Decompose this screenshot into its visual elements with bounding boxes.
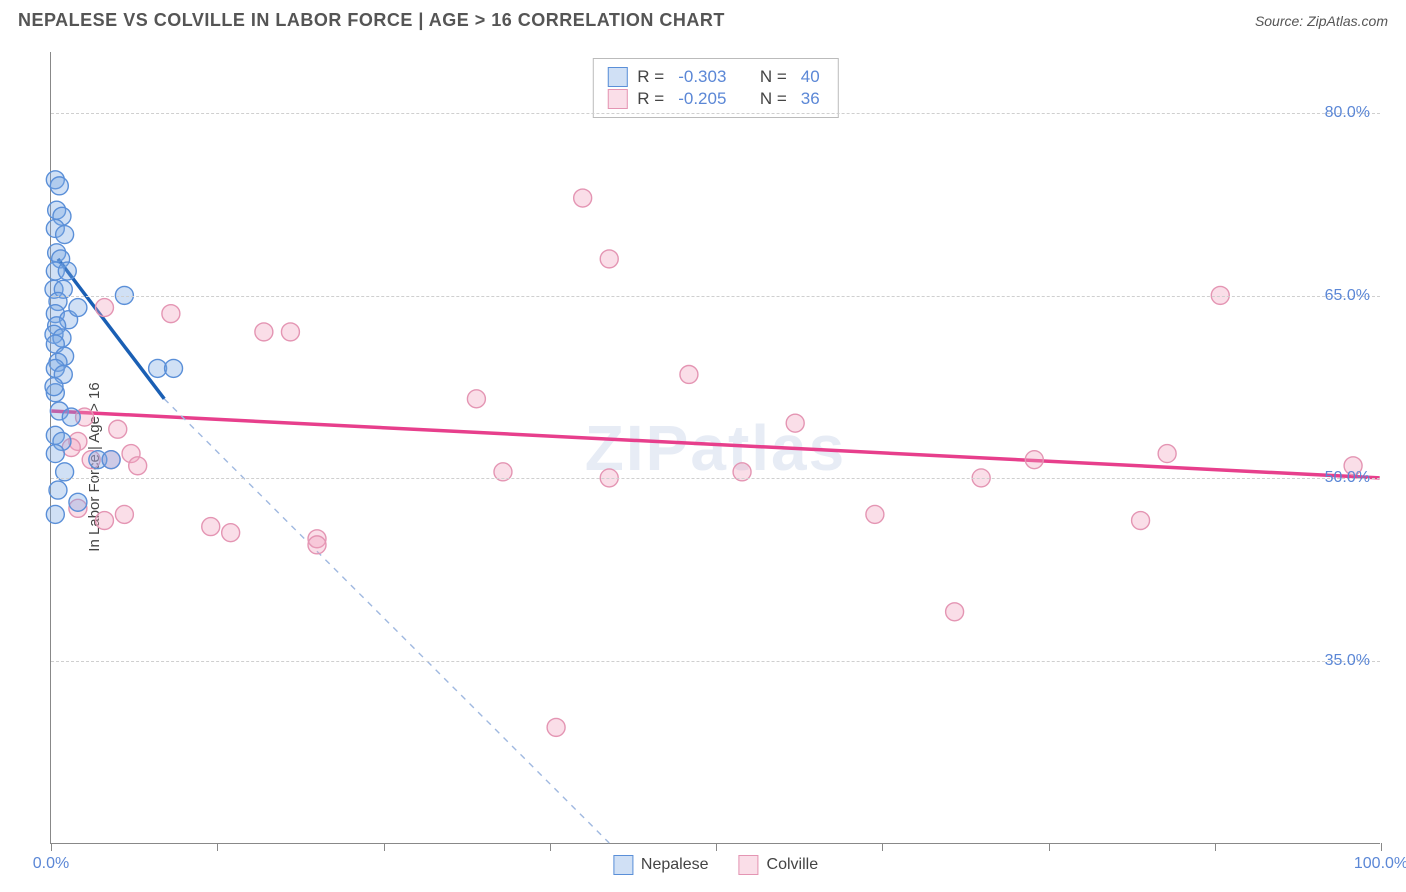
source-prefix: Source: xyxy=(1255,13,1307,29)
legend-r-label: R = xyxy=(637,67,664,87)
gridline-h xyxy=(51,661,1380,662)
plot-area: ZIPatlas R = -0.303 N = 40 R = -0.205 N … xyxy=(50,52,1380,844)
data-point xyxy=(62,408,80,426)
data-point xyxy=(56,226,74,244)
chart-title: NEPALESE VS COLVILLE IN LABOR FORCE | AG… xyxy=(18,10,725,31)
data-point xyxy=(58,262,76,280)
data-point xyxy=(115,505,133,523)
source-link[interactable]: ZipAtlas.com xyxy=(1307,13,1388,29)
data-point xyxy=(680,365,698,383)
data-point xyxy=(1132,512,1150,530)
x-tick xyxy=(882,843,883,851)
trendline-colville xyxy=(51,411,1379,478)
data-point xyxy=(946,603,964,621)
data-point xyxy=(255,323,273,341)
data-point xyxy=(95,512,113,530)
legend-correlation: R = -0.303 N = 40 R = -0.205 N = 36 xyxy=(592,58,838,118)
plot-svg xyxy=(51,52,1380,843)
legend-series-label: Colville xyxy=(767,856,819,874)
x-tick xyxy=(217,843,218,851)
legend-n-label: N = xyxy=(760,67,787,87)
legend-series: Nepalese Colville xyxy=(613,855,818,875)
x-tick xyxy=(384,843,385,851)
data-point xyxy=(281,323,299,341)
source-attr: Source: ZipAtlas.com xyxy=(1255,13,1388,29)
legend-top-row: R = -0.303 N = 40 xyxy=(607,67,823,87)
data-point xyxy=(1025,451,1043,469)
data-point xyxy=(102,451,120,469)
x-tick xyxy=(1215,843,1216,851)
gridline-h xyxy=(51,296,1380,297)
x-tick-label: 0.0% xyxy=(33,855,69,873)
data-point xyxy=(547,718,565,736)
data-point xyxy=(46,445,64,463)
y-tick-label: 80.0% xyxy=(1325,104,1370,122)
gridline-h xyxy=(51,113,1380,114)
legend-swatch xyxy=(613,855,633,875)
legend-r-value: -0.205 xyxy=(678,89,726,109)
x-tick xyxy=(51,843,52,851)
legend-bottom-item: Nepalese xyxy=(613,855,709,875)
data-point xyxy=(467,390,485,408)
data-point xyxy=(222,524,240,542)
trendline-nepalese xyxy=(58,259,164,399)
legend-swatch xyxy=(607,67,627,87)
chart-container: In Labor Force | Age > 16 ZIPatlas R = -… xyxy=(8,48,1398,886)
x-tick xyxy=(550,843,551,851)
x-tick-label: 100.0% xyxy=(1354,855,1406,873)
data-point xyxy=(129,457,147,475)
data-point xyxy=(162,305,180,323)
x-tick xyxy=(716,843,717,851)
data-point xyxy=(49,481,67,499)
legend-top-row: R = -0.205 N = 36 xyxy=(607,89,823,109)
data-point xyxy=(165,359,183,377)
data-point xyxy=(202,518,220,536)
data-point xyxy=(308,536,326,554)
data-point xyxy=(45,378,63,396)
gridline-h xyxy=(51,478,1380,479)
legend-bottom-item: Colville xyxy=(739,855,819,875)
data-point xyxy=(50,177,68,195)
y-tick-label: 65.0% xyxy=(1325,287,1370,305)
legend-n-value: 40 xyxy=(801,67,820,87)
legend-r-label: R = xyxy=(637,89,664,109)
data-point xyxy=(109,420,127,438)
data-point xyxy=(69,299,87,317)
x-tick xyxy=(1381,843,1382,851)
data-point xyxy=(69,493,87,511)
data-point xyxy=(574,189,592,207)
y-tick-label: 50.0% xyxy=(1325,469,1370,487)
legend-n-value: 36 xyxy=(801,89,820,109)
data-point xyxy=(866,505,884,523)
legend-series-label: Nepalese xyxy=(641,856,709,874)
legend-swatch xyxy=(607,89,627,109)
data-point xyxy=(95,299,113,317)
legend-swatch xyxy=(739,855,759,875)
trendline-nepalese-extension xyxy=(164,399,609,843)
data-point xyxy=(46,505,64,523)
data-point xyxy=(786,414,804,432)
y-tick-label: 35.0% xyxy=(1325,652,1370,670)
legend-r-value: -0.303 xyxy=(678,67,726,87)
data-point xyxy=(600,250,618,268)
legend-n-label: N = xyxy=(760,89,787,109)
data-point xyxy=(1158,445,1176,463)
x-tick xyxy=(1049,843,1050,851)
